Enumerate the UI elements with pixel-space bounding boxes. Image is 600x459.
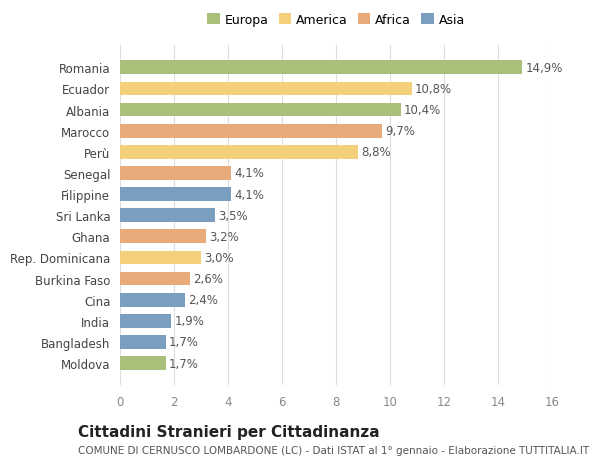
Text: 1,7%: 1,7% xyxy=(169,357,199,370)
Text: 2,4%: 2,4% xyxy=(188,294,218,307)
Bar xyxy=(120,146,358,159)
Text: 4,1%: 4,1% xyxy=(234,167,264,180)
Bar xyxy=(120,83,412,96)
Text: 3,0%: 3,0% xyxy=(204,252,234,264)
Bar xyxy=(120,124,382,138)
Bar xyxy=(120,62,522,75)
Bar xyxy=(120,103,401,117)
Text: 14,9%: 14,9% xyxy=(526,62,563,75)
Bar xyxy=(120,314,172,328)
Text: 1,7%: 1,7% xyxy=(169,336,199,349)
Bar xyxy=(120,336,166,349)
Bar xyxy=(120,167,230,180)
Text: COMUNE DI CERNUSCO LOMBARDONE (LC) - Dati ISTAT al 1° gennaio - Elaborazione TUT: COMUNE DI CERNUSCO LOMBARDONE (LC) - Dat… xyxy=(78,445,589,455)
Text: 10,8%: 10,8% xyxy=(415,83,452,96)
Text: 9,7%: 9,7% xyxy=(385,125,415,138)
Text: 4,1%: 4,1% xyxy=(234,188,264,201)
Text: 2,6%: 2,6% xyxy=(193,273,223,285)
Bar xyxy=(120,293,185,307)
Text: 3,5%: 3,5% xyxy=(218,209,247,222)
Bar xyxy=(120,230,206,244)
Legend: Europa, America, Africa, Asia: Europa, America, Africa, Asia xyxy=(205,11,467,29)
Text: 8,8%: 8,8% xyxy=(361,146,391,159)
Text: 3,2%: 3,2% xyxy=(209,230,239,243)
Bar xyxy=(120,209,215,223)
Text: Cittadini Stranieri per Cittadinanza: Cittadini Stranieri per Cittadinanza xyxy=(78,425,380,440)
Bar xyxy=(120,357,166,370)
Text: 10,4%: 10,4% xyxy=(404,104,441,117)
Bar xyxy=(120,188,230,202)
Text: 1,9%: 1,9% xyxy=(175,314,205,328)
Bar xyxy=(120,272,190,286)
Bar xyxy=(120,251,201,265)
